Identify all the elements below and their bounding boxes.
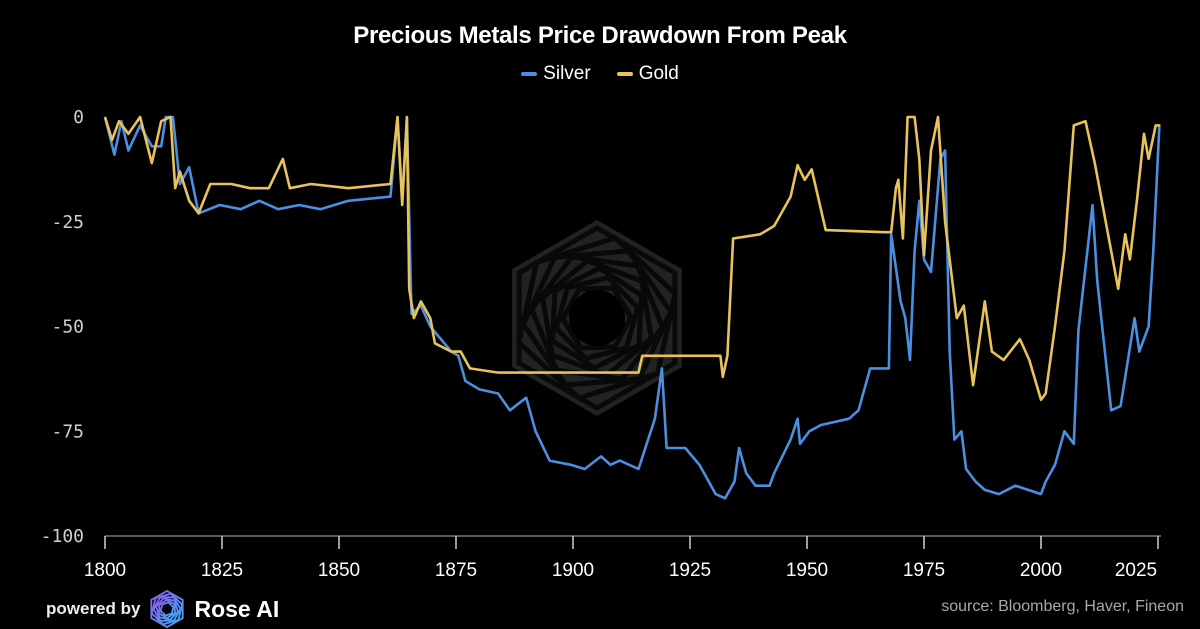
rose-ai-logo-icon (150, 589, 185, 629)
footer-branding: powered by Rose AI (46, 589, 279, 629)
legend-swatch-gold (616, 72, 633, 76)
y-tick-label: -50 (51, 317, 84, 338)
rose-ai-watermark-icon (512, 220, 682, 416)
x-tick-label: 1950 (786, 560, 828, 581)
y-tick-label: 0 (73, 107, 84, 128)
source-note: source: Bloomberg, Haver, Fineon (941, 598, 1184, 615)
x-tick-label: 1850 (318, 560, 360, 581)
powered-by-label: powered by (46, 599, 141, 618)
legend-swatch-silver (521, 72, 538, 76)
series-line-silver (103, 115, 1161, 500)
legend-label-silver: Silver (543, 63, 591, 84)
x-tick-label: 1825 (201, 560, 243, 581)
x-tick-label: 1900 (552, 560, 594, 581)
x-tick-label: 1800 (84, 560, 126, 581)
y-tick-label: -100 (41, 526, 84, 547)
y-tick-label: -25 (51, 212, 84, 233)
brand-name: Rose AI (194, 595, 280, 622)
legend-item-silver: Silver (521, 63, 591, 85)
x-tick-label: 2000 (1020, 560, 1062, 581)
chart-title: Precious Metals Price Drawdown From Peak (353, 22, 847, 49)
legend-item-gold: Gold (616, 63, 679, 85)
x-tick-label: 1875 (435, 560, 477, 581)
legend: Silver Gold (0, 63, 1200, 85)
legend-label-gold: Gold (638, 63, 679, 84)
x-tick-label: 1925 (669, 560, 711, 581)
series-line-gold (103, 115, 1161, 402)
y-tick-label: -75 (51, 421, 84, 442)
x-tick-label: 2025 (1115, 560, 1157, 581)
x-tick-label: 1975 (903, 560, 945, 581)
